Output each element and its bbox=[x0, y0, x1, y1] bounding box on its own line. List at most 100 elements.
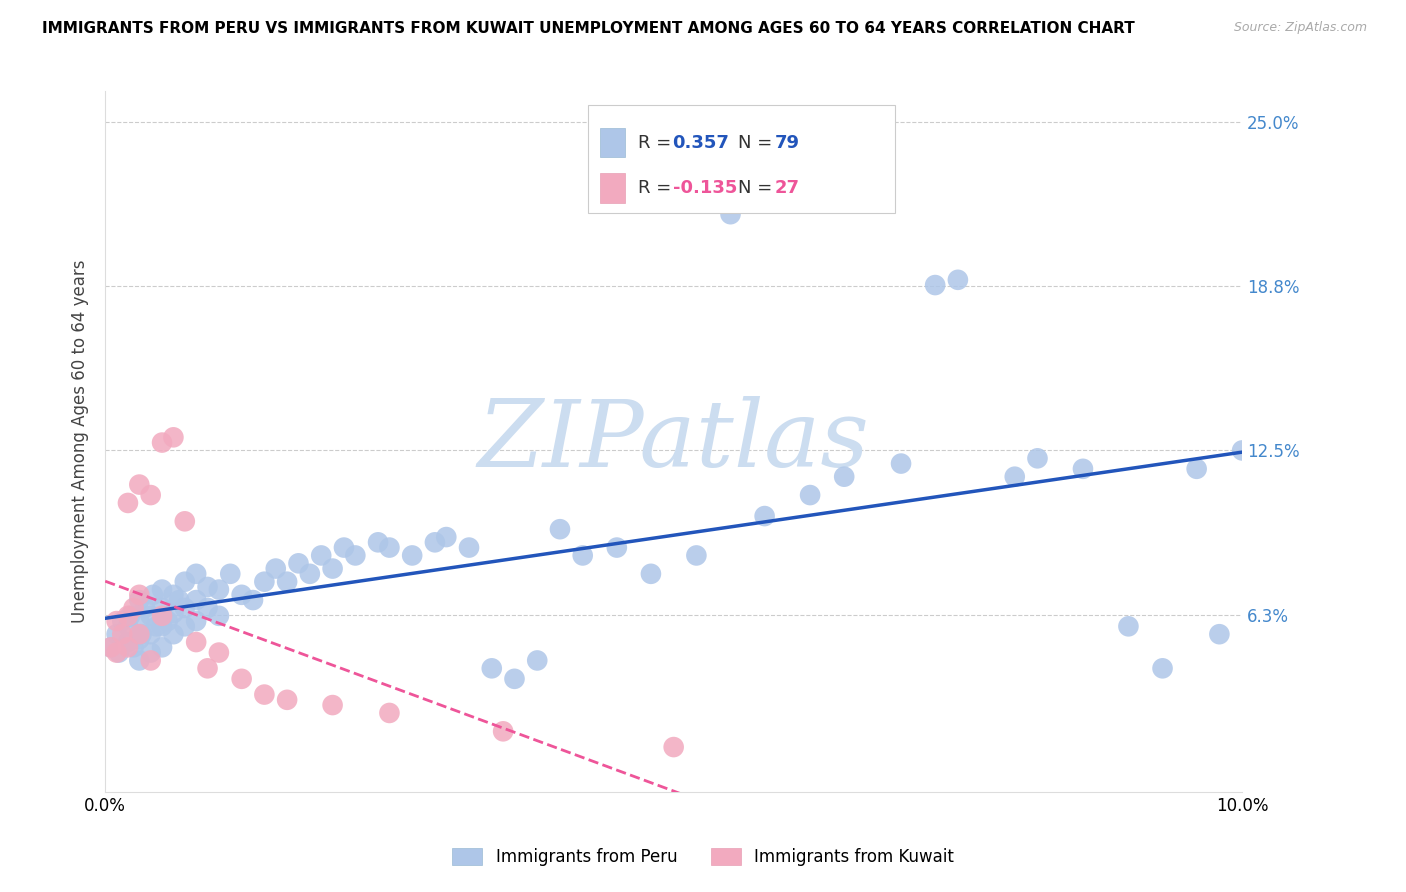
Point bbox=[287, 557, 309, 571]
Point bbox=[685, 549, 707, 563]
Point bbox=[322, 698, 344, 712]
Point bbox=[197, 661, 219, 675]
Point bbox=[122, 601, 145, 615]
Point bbox=[111, 614, 134, 628]
Point bbox=[1026, 451, 1049, 466]
Point bbox=[197, 580, 219, 594]
Point bbox=[367, 535, 389, 549]
Point bbox=[173, 514, 195, 528]
Point bbox=[117, 635, 139, 649]
Text: R =: R = bbox=[638, 179, 678, 197]
Point bbox=[105, 646, 128, 660]
Point bbox=[208, 582, 231, 597]
Point bbox=[1118, 619, 1140, 633]
Point bbox=[186, 566, 208, 581]
Point bbox=[186, 593, 208, 607]
Point bbox=[276, 693, 298, 707]
Point bbox=[139, 608, 162, 623]
Point bbox=[492, 724, 515, 739]
Point bbox=[208, 608, 231, 623]
Point bbox=[162, 606, 184, 620]
Point bbox=[606, 541, 628, 555]
Point bbox=[117, 619, 139, 633]
Point bbox=[128, 614, 150, 628]
Text: Source: ZipAtlas.com: Source: ZipAtlas.com bbox=[1233, 21, 1367, 35]
Point bbox=[120, 608, 142, 623]
Point bbox=[264, 561, 287, 575]
Point bbox=[1152, 661, 1174, 675]
Text: -0.135: -0.135 bbox=[672, 179, 737, 197]
Text: ZIPatlas: ZIPatlas bbox=[478, 396, 869, 486]
Point bbox=[173, 574, 195, 589]
Text: N =: N = bbox=[738, 179, 779, 197]
Point bbox=[754, 509, 776, 524]
Point bbox=[322, 561, 344, 575]
Point bbox=[142, 588, 165, 602]
Point bbox=[458, 541, 481, 555]
Point bbox=[162, 627, 184, 641]
Point bbox=[924, 278, 946, 293]
Point bbox=[1071, 462, 1094, 476]
Point bbox=[946, 273, 969, 287]
Point bbox=[117, 640, 139, 655]
Point bbox=[231, 672, 253, 686]
Point bbox=[122, 640, 145, 655]
Legend: Immigrants from Peru, Immigrants from Kuwait: Immigrants from Peru, Immigrants from Ku… bbox=[444, 840, 962, 875]
Point bbox=[186, 635, 208, 649]
Point bbox=[128, 588, 150, 602]
Point bbox=[298, 566, 321, 581]
Point bbox=[186, 614, 208, 628]
Point bbox=[548, 522, 571, 536]
Point bbox=[378, 541, 401, 555]
Y-axis label: Unemployment Among Ages 60 to 64 years: Unemployment Among Ages 60 to 64 years bbox=[72, 260, 89, 623]
Point bbox=[720, 207, 742, 221]
Point bbox=[150, 582, 173, 597]
Text: 0.357: 0.357 bbox=[672, 134, 730, 152]
Point bbox=[197, 601, 219, 615]
Point bbox=[128, 477, 150, 491]
Point bbox=[219, 566, 242, 581]
Point bbox=[150, 435, 173, 450]
Point bbox=[890, 457, 912, 471]
Text: N =: N = bbox=[738, 134, 779, 152]
Point bbox=[401, 549, 423, 563]
Point bbox=[253, 688, 276, 702]
Point bbox=[333, 541, 356, 555]
Point bbox=[640, 566, 662, 581]
Point bbox=[145, 619, 167, 633]
Text: R =: R = bbox=[638, 134, 678, 152]
Point bbox=[105, 614, 128, 628]
Point bbox=[1230, 443, 1253, 458]
Point bbox=[1208, 627, 1230, 641]
Point bbox=[100, 640, 122, 655]
Point bbox=[173, 601, 195, 615]
Point bbox=[571, 549, 593, 563]
Point bbox=[434, 530, 457, 544]
Point bbox=[481, 661, 503, 675]
Point bbox=[378, 706, 401, 720]
Point bbox=[150, 640, 173, 655]
Point bbox=[150, 619, 173, 633]
FancyBboxPatch shape bbox=[600, 128, 624, 157]
Point bbox=[131, 627, 153, 641]
Point bbox=[128, 653, 150, 667]
Point bbox=[139, 488, 162, 502]
Point bbox=[150, 608, 173, 623]
Point bbox=[503, 672, 526, 686]
Point bbox=[167, 593, 190, 607]
Point bbox=[128, 632, 150, 647]
Point bbox=[139, 627, 162, 641]
Point bbox=[150, 601, 173, 615]
Text: 79: 79 bbox=[775, 134, 800, 152]
Point bbox=[1004, 469, 1026, 483]
Point bbox=[1185, 462, 1208, 476]
Point bbox=[134, 601, 156, 615]
Point bbox=[139, 646, 162, 660]
FancyBboxPatch shape bbox=[588, 105, 896, 213]
Point bbox=[799, 488, 821, 502]
Point bbox=[526, 653, 548, 667]
Point bbox=[105, 627, 128, 641]
Point bbox=[162, 430, 184, 444]
Point bbox=[173, 619, 195, 633]
Text: 27: 27 bbox=[775, 179, 800, 197]
